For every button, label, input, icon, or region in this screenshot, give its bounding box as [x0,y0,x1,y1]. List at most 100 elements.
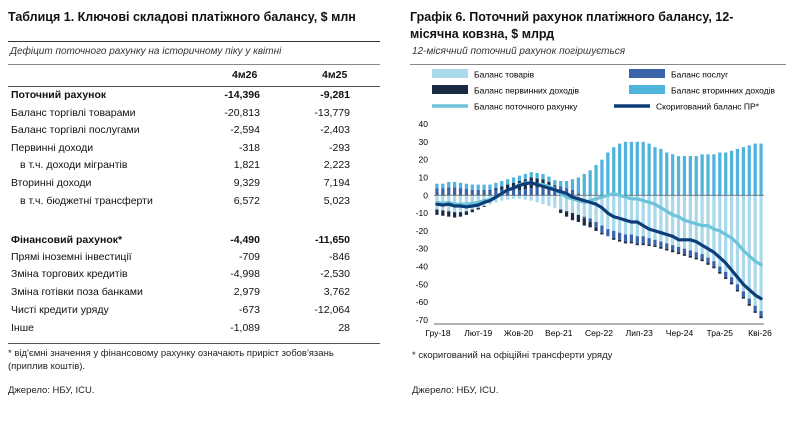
primary-income-bar [647,244,651,247]
services-bar [506,189,510,196]
col-header-2: 4м25 [322,69,348,81]
row-value-4m25: -11,650 [314,234,350,246]
y-tick-label: 20 [419,155,429,165]
row-value-4m26: -318 [238,142,260,154]
adjusted-current-account-line [435,181,763,301]
row-value-4m26: 6,572 [233,195,260,207]
secondary-income-bar [665,152,669,196]
goods-bar [594,195,598,222]
services-bar [665,243,669,249]
secondary-income-bar [635,141,639,196]
row-value-4m25: 3,762 [323,286,350,298]
services-bar [676,246,681,253]
primary-income-bar [470,209,474,213]
row-label: Інше [11,322,34,334]
chart-subtitle: 12-місячний поточний рахунок погіршуєтьс… [412,46,626,57]
primary-income-bar [458,212,463,217]
goods-bar [576,195,580,215]
primary-income-bar [747,303,751,306]
primary-income-bar [541,179,545,187]
x-tick-label: Чер-24 [666,328,694,338]
primary-income-bar [464,211,469,215]
secondary-income-bar [441,183,445,189]
table-row: Баланс торгівлі товарами -20,813 -13,779 [8,105,378,122]
goods-bar [635,195,639,237]
services-bar [712,261,716,267]
primary-income-bar [688,255,692,258]
secondary-income-bar [435,183,439,189]
goods-bar [647,195,651,239]
table-row: Первинні доходи -318 -293 [8,140,378,157]
services-bar [464,189,469,196]
goods-bar [612,195,616,231]
table-row: Зміна торгових кредитів -4,998 -2,530 [8,266,378,283]
goods-bar [506,195,510,200]
current-account-chart: Баланс товарів Баланс послуг Баланс первин… [416,69,776,338]
secondary-income-bar [641,141,645,196]
header-rule [8,86,380,87]
primary-income-bar [535,178,539,188]
primary-income-bar [582,218,586,226]
legend-label: Баланс товарів [474,70,535,80]
secondary-income-bar [523,173,527,180]
services-bar [447,187,451,196]
secondary-income-bar [718,152,722,196]
chart-title: Графік 6. Поточний рахунок платіжного ба… [410,10,734,41]
services-bar [582,216,586,219]
secondary-income-bar [647,143,651,196]
primary-income-bar [441,210,445,216]
chart-source: Джерело: НБУ, ICU. [412,385,499,396]
secondary-income-bar [541,173,545,180]
goods-bar [759,195,763,312]
services-bar [741,291,745,297]
row-value-4m25: -2,530 [320,268,350,280]
secondary-income-bar [529,172,533,178]
x-tick-label: Лип-23 [626,328,653,338]
legend-label: Баланс первинних доходів [474,86,580,96]
goods-bar [659,195,663,242]
services-bar [588,218,592,222]
secondary-income-bar [506,179,510,185]
row-label: Зміна торгових кредитів [11,268,128,280]
row-value-4m26: -4,998 [230,268,260,280]
services-bar [511,189,516,196]
goods-bar [517,195,522,199]
goods-bar [629,195,634,235]
services-bar [759,311,763,317]
primary-income-bar [676,252,681,255]
services-bar [729,277,734,283]
services-bar [623,234,628,242]
primary-income-bar [694,257,698,260]
row-value-4m26: -20,813 [224,107,260,119]
primary-income-bar [553,185,557,186]
services-bar [659,241,663,247]
col-header-1: 4м26 [232,69,258,81]
y-tick-label: 40 [419,119,429,129]
goods-bar [747,195,751,299]
services-bar [488,189,492,196]
services-bar [494,189,498,196]
goods-bar [523,195,527,200]
services-bar [594,222,598,228]
secondary-income-bar [453,181,457,188]
services-bar [470,189,474,196]
legend-swatch [432,69,468,78]
secondary-income-bar [570,179,575,190]
secondary-income-bar [582,173,586,196]
secondary-income-bar [476,184,480,190]
primary-income-bar [724,277,728,280]
table-row: Прямі іноземні інвестиції -709 -846 [8,249,378,266]
secondary-income-bar [676,156,681,196]
secondary-income-bar [553,180,557,186]
row-value-4m25: 2,223 [323,159,350,171]
table-source: Джерело: НБУ, ICU. [8,385,95,396]
x-tick-label: Жов-20 [504,328,534,338]
table-row: в т.ч. доходи мігрантів 1,821 2,223 [8,157,378,174]
services-bar [570,189,575,196]
row-label: Фінансовий рахунок* [11,234,123,246]
goods-bar [682,195,687,249]
row-value-4m26: -673 [238,304,260,316]
legend-swatch [629,69,665,78]
services-bar [476,189,480,196]
services-bar [641,236,645,244]
